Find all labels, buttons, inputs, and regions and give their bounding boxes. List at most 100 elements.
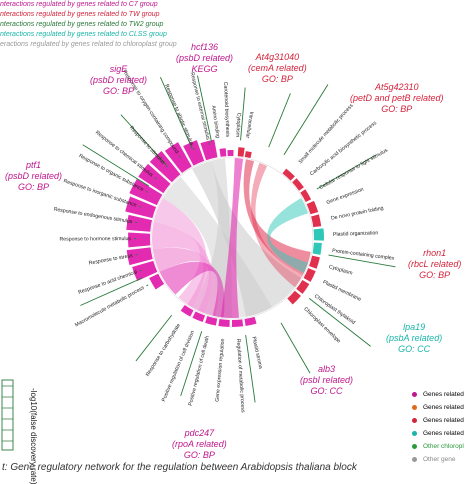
term-label: Cytoplasm xyxy=(234,112,241,137)
term-bar xyxy=(192,311,205,322)
legend-dot-icon xyxy=(412,444,417,449)
gene-relation: (petD and petB related) xyxy=(350,93,444,104)
legend-dot-icon xyxy=(412,405,417,410)
gene-source: GO: BP xyxy=(90,86,147,97)
term-bar xyxy=(313,243,322,255)
term-bar xyxy=(245,151,252,158)
legend-row: Other gene xyxy=(412,453,464,466)
gene-name: At4g31040 xyxy=(248,52,307,63)
gene-label-alb3: alb3 (psbI related) GO: CC xyxy=(300,364,353,397)
term-label: Response to stress xyxy=(88,253,133,267)
term-bar xyxy=(219,148,226,157)
term-label: Carotenoid biosynthesis xyxy=(222,82,230,138)
gene-source: GO: BP xyxy=(350,104,444,115)
legend-dot-icon xyxy=(412,457,417,462)
term-label: Amino binding xyxy=(210,105,221,139)
term-label: Positive regulation of cell death xyxy=(188,335,211,406)
gene-source: GO: CC xyxy=(386,344,442,355)
legend-dot-icon xyxy=(412,392,417,397)
term-label: Response to endogenous stimulus xyxy=(53,207,133,226)
term-label: Cytoplasm xyxy=(328,264,353,277)
term-bar xyxy=(218,319,229,327)
connector-line xyxy=(269,93,291,147)
gene-label-lpa19: lpa19 (psbA related) GO: CC xyxy=(386,322,442,355)
gene-label-pdc247: pdc247 (rpoA related) GO: BP xyxy=(172,428,227,461)
connector-line xyxy=(284,85,328,155)
gene-name: pdc247 xyxy=(172,428,227,439)
connector-line xyxy=(139,206,141,207)
term-bar xyxy=(200,140,217,161)
gene-source: GO: BP xyxy=(248,74,307,85)
term-bar xyxy=(292,178,304,191)
term-bar xyxy=(282,169,294,181)
term-bar xyxy=(307,201,318,214)
term-label: Protein-containing complex xyxy=(332,248,395,262)
legend-row: Genes related xyxy=(412,401,464,414)
gene-source: GO: BP xyxy=(408,270,461,281)
connector-line xyxy=(140,270,142,271)
gene-relation: (rpoA related) xyxy=(172,439,227,450)
gene-relation: (psbD related) xyxy=(90,75,147,86)
term-label: Response to external stimulus xyxy=(189,72,211,141)
gene-relation: (rbcL related) xyxy=(408,259,461,270)
legend-row: Genes related xyxy=(412,388,464,401)
legend-row: Other chloropl xyxy=(412,440,464,453)
legend-label: Genes related xyxy=(423,427,464,440)
legend-row: Genes related xyxy=(412,414,464,427)
gene-source: GO: BP xyxy=(5,182,62,193)
fdr-scale-frame xyxy=(2,380,13,450)
gene-relation: (cemA related) xyxy=(248,63,307,74)
term-label: Response to hormone stimulus xyxy=(59,236,131,243)
right-legend: Genes related Genes related Genes relate… xyxy=(412,388,464,466)
term-bar xyxy=(311,214,321,227)
term-label: Intracellular xyxy=(244,111,254,139)
term-bar xyxy=(238,147,245,157)
gene-relation: (psbA related) xyxy=(386,333,442,344)
gene-name: hcf136 xyxy=(176,42,233,53)
term-bar xyxy=(245,317,257,326)
gene-name: At5g42310 xyxy=(350,82,444,93)
legend-label: Genes related xyxy=(423,388,464,401)
term-label: Plastid stroma xyxy=(250,336,263,369)
gene-name: alb3 xyxy=(300,364,353,375)
term-label: Plastid membrane xyxy=(322,279,362,303)
gene-label-ptf1: ptf1 (psbD related) GO: BP xyxy=(5,160,62,193)
legend-row: Genes related xyxy=(412,427,464,440)
gene-source: GO: BP xyxy=(172,450,227,461)
term-label: Plastid organization xyxy=(333,230,379,238)
gene-name: sigE xyxy=(90,64,147,75)
term-label: Small molecule metabolic process xyxy=(298,103,355,166)
gene-label-at4g31040: At4g31040 (cemA related) GO: BP xyxy=(248,52,307,85)
figure-caption: t: Gene regulatory network for the regul… xyxy=(2,462,357,473)
term-label: Gene expression xyxy=(326,187,365,206)
term-label: Carboxylic acid biosynthetic process xyxy=(309,120,378,177)
term-bar xyxy=(232,319,243,327)
gene-relation: (psbD related) xyxy=(5,171,62,182)
term-bar xyxy=(227,150,233,156)
term-bar xyxy=(128,233,150,248)
gene-relation: (psbI related) xyxy=(300,375,353,386)
gene-relation: (psbD related) xyxy=(176,53,233,64)
legend-label: Genes related xyxy=(423,401,464,414)
term-label: De novo protein folding xyxy=(331,205,385,221)
term-bar xyxy=(304,268,316,282)
legend-label: Genes related xyxy=(423,414,464,427)
circos-diagram: Macromolecule metabolic processResponse … xyxy=(0,0,474,474)
connector-line xyxy=(146,285,148,286)
legend-label: Other gene xyxy=(423,453,456,466)
legend-dot-icon xyxy=(412,418,417,423)
gene-label-sige: sigE (psbD related) GO: BP xyxy=(90,64,147,97)
legend-dot-icon xyxy=(412,431,417,436)
gene-source: KEGG xyxy=(176,64,233,75)
legend-label: Other chloropl xyxy=(423,440,464,453)
gene-source: GO: CC xyxy=(300,386,353,397)
term-label: Regulation of metabolic process xyxy=(235,339,246,413)
term-bar xyxy=(314,228,324,240)
gene-label-rhon1: rhon1 (rbcL related) GO: BP xyxy=(408,248,461,281)
gene-name: ptf1 xyxy=(5,160,62,171)
gene-name: lpa19 xyxy=(386,322,442,333)
gene-label-at5g42310: At5g42310 (petD and petB related) GO: BP xyxy=(350,82,444,115)
gene-label-hcf136: hcf136 (psbD related) KEGG xyxy=(176,42,233,75)
term-label: Gene expression regulation xyxy=(214,338,226,402)
term-label: Cellular response to light stimulus xyxy=(319,147,390,191)
